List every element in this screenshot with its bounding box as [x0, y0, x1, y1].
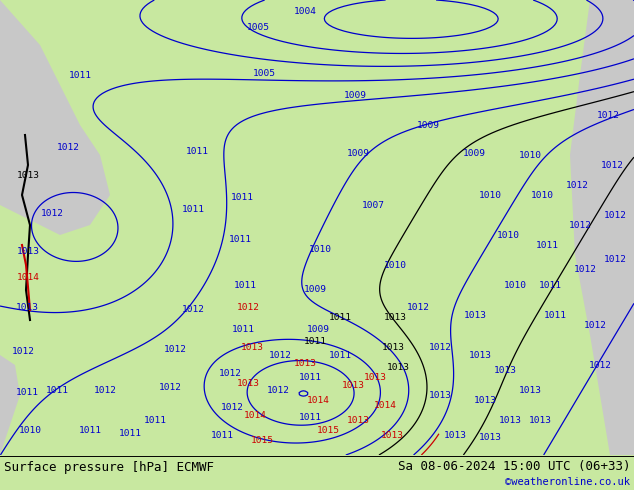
Text: 1015: 1015	[250, 436, 273, 444]
Text: 1013: 1013	[363, 372, 387, 382]
Text: 1010: 1010	[503, 280, 526, 290]
Text: 1013: 1013	[479, 433, 501, 441]
Text: 1015: 1015	[316, 425, 339, 435]
Text: 1012: 1012	[604, 211, 626, 220]
Text: 1013: 1013	[294, 359, 316, 368]
Text: 1013: 1013	[529, 416, 552, 424]
Text: 1012: 1012	[574, 266, 597, 274]
Text: 1011: 1011	[231, 193, 254, 201]
Text: 1012: 1012	[181, 305, 205, 315]
Text: 1004: 1004	[294, 7, 316, 17]
Text: 1012: 1012	[236, 302, 259, 312]
Text: 1014: 1014	[373, 400, 396, 410]
Text: 1005: 1005	[252, 69, 276, 77]
Text: 1011: 1011	[68, 71, 91, 79]
Polygon shape	[0, 0, 110, 235]
Text: 1009: 1009	[306, 325, 330, 335]
Text: 1007: 1007	[361, 200, 384, 210]
Text: 1011: 1011	[143, 416, 167, 424]
Text: 1012: 1012	[219, 368, 242, 377]
Text: 1011: 1011	[543, 311, 567, 319]
Text: 1011: 1011	[538, 280, 562, 290]
Text: 1009: 1009	[417, 121, 439, 129]
Text: 1011: 1011	[231, 325, 254, 335]
Text: 1011: 1011	[328, 350, 351, 360]
Text: 1012: 1012	[158, 383, 181, 392]
Text: 1011: 1011	[46, 386, 68, 394]
Text: 1009: 1009	[347, 148, 370, 157]
Text: 1013: 1013	[382, 343, 404, 351]
Text: 1011: 1011	[299, 413, 321, 421]
Text: 1010: 1010	[309, 245, 332, 254]
Polygon shape	[570, 0, 634, 455]
Text: 1013: 1013	[240, 343, 264, 351]
Text: 1013: 1013	[474, 395, 496, 405]
Text: 1013: 1013	[493, 366, 517, 374]
Text: Surface pressure [hPa] ECMWF: Surface pressure [hPa] ECMWF	[4, 461, 214, 474]
Text: 1013: 1013	[16, 247, 39, 256]
Text: 1014: 1014	[243, 411, 266, 419]
Text: 1010: 1010	[384, 261, 406, 270]
Text: 1011: 1011	[119, 428, 141, 438]
Text: 1012: 1012	[221, 402, 243, 412]
Text: 1012: 1012	[566, 180, 588, 190]
Text: 1012: 1012	[41, 209, 63, 218]
Text: 1012: 1012	[56, 143, 79, 151]
Text: 1011: 1011	[304, 338, 327, 346]
Text: 1011: 1011	[186, 147, 209, 156]
Text: 1012: 1012	[269, 350, 292, 360]
Text: 1011: 1011	[233, 280, 257, 290]
Text: 1013: 1013	[519, 386, 541, 394]
Text: 1013: 1013	[387, 363, 410, 371]
Text: 1013: 1013	[236, 378, 259, 388]
Text: 1009: 1009	[344, 91, 366, 99]
Text: 1011: 1011	[299, 372, 321, 382]
Text: 1013: 1013	[469, 350, 491, 360]
Text: 1009: 1009	[462, 148, 486, 157]
Text: 1011: 1011	[210, 431, 233, 440]
Text: 1013: 1013	[444, 431, 467, 440]
Text: ©weatheronline.co.uk: ©weatheronline.co.uk	[505, 477, 630, 487]
Text: 1010: 1010	[18, 425, 41, 435]
Text: 1009: 1009	[304, 286, 327, 294]
Text: 1012: 1012	[164, 345, 186, 354]
Text: 1011: 1011	[15, 388, 39, 396]
Text: 1013: 1013	[384, 313, 406, 321]
Text: 1013: 1013	[15, 302, 39, 312]
Text: 1013: 1013	[498, 416, 522, 424]
Text: 1010: 1010	[479, 191, 501, 199]
Text: 1010: 1010	[531, 191, 553, 199]
Text: 1013: 1013	[380, 431, 403, 440]
Text: 1012: 1012	[604, 255, 626, 265]
Text: 1012: 1012	[583, 320, 607, 329]
Text: 1012: 1012	[406, 302, 429, 312]
Text: 1011: 1011	[536, 241, 559, 249]
Text: 1010: 1010	[496, 230, 519, 240]
Text: 1010: 1010	[519, 150, 541, 160]
Text: 1012: 1012	[11, 347, 34, 357]
Text: 1011: 1011	[79, 425, 101, 435]
Text: 1012: 1012	[93, 386, 117, 394]
Text: 1011: 1011	[228, 236, 252, 245]
Text: 1012: 1012	[569, 220, 592, 229]
Text: 1012: 1012	[429, 343, 451, 351]
Text: 1014: 1014	[306, 395, 330, 405]
Text: 1013: 1013	[347, 416, 370, 424]
Text: Sa 08-06-2024 15:00 UTC (06+33): Sa 08-06-2024 15:00 UTC (06+33)	[398, 460, 630, 473]
Text: 1005: 1005	[247, 24, 269, 32]
Text: 1012: 1012	[597, 111, 619, 120]
Text: 1013: 1013	[342, 381, 365, 390]
Text: 1011: 1011	[181, 204, 205, 214]
Text: 1011: 1011	[328, 314, 351, 322]
Text: 1013: 1013	[429, 391, 451, 399]
Text: 1014: 1014	[16, 272, 39, 281]
Polygon shape	[0, 355, 20, 455]
Text: 1012: 1012	[600, 161, 623, 170]
Text: 1013: 1013	[16, 171, 39, 179]
Text: 1012: 1012	[266, 386, 290, 394]
Text: 1013: 1013	[463, 311, 486, 319]
Text: 1012: 1012	[588, 361, 612, 369]
